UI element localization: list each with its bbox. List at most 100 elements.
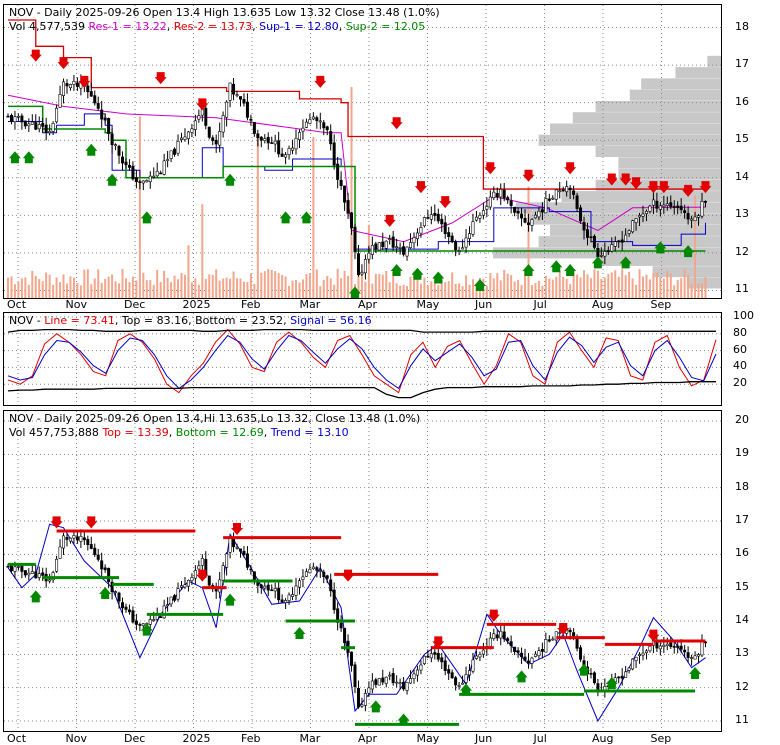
volume-bar: [13, 284, 16, 298]
osc-series-bottom: [7, 381, 716, 399]
price-candle: [540, 209, 544, 213]
volume-bar: [673, 285, 676, 298]
volume-bar: [440, 280, 443, 298]
trend-price-candle: [579, 647, 583, 660]
price-candle: [62, 81, 66, 96]
price-candle: [363, 259, 367, 274]
price-candle: [551, 197, 555, 200]
trend-y-tick: 16: [735, 546, 749, 560]
price-candle: [242, 98, 246, 104]
volume-bar: [392, 271, 395, 298]
price-candle: [100, 109, 104, 120]
trend-price-candle: [665, 643, 669, 646]
price-candle: [447, 232, 451, 237]
trend-price-candle: [468, 670, 472, 676]
price-candle: [23, 120, 27, 127]
osc-series-line: [7, 328, 717, 394]
trend-price-candle: [520, 652, 524, 658]
price-candle: [16, 115, 20, 118]
trend-price-candle: [173, 595, 177, 601]
trend-y-tick: 12: [735, 679, 749, 693]
trend-price-candle: [540, 648, 544, 652]
volume-by-price-bar: [652, 266, 721, 278]
price-candle: [492, 191, 496, 199]
top-label: Top = 83.16: [121, 314, 189, 327]
volume-bar: [468, 284, 471, 298]
price-candle: [513, 206, 517, 213]
buy-arrow: [654, 241, 667, 254]
trend-price-candle: [589, 672, 593, 675]
price-x-tick: Jun: [475, 298, 493, 311]
volume-bar: [170, 282, 173, 298]
volume-bar: [395, 283, 398, 298]
volume-bar: [610, 272, 613, 298]
buy-arrow: [85, 143, 98, 156]
trend-sell-arrow: [557, 623, 570, 635]
price-candle: [30, 121, 34, 125]
trend-price-candle: [127, 609, 131, 613]
price-chart-indicators: Vol 4,577,539 Res-1 = 13.22, Res-2 = 13.…: [9, 20, 426, 33]
volume-bar: [79, 285, 82, 298]
price-candle: [443, 222, 447, 235]
volume-bar: [648, 279, 651, 298]
volume-bar: [267, 269, 270, 298]
volume-by-price-bar: [550, 123, 721, 135]
volume-by-price-bar: [550, 224, 721, 236]
price-candle: [367, 252, 371, 260]
buy-arrow: [564, 263, 577, 276]
trend-price-candle: [481, 649, 485, 655]
trend-price-candle: [537, 650, 541, 657]
volume-bar: [638, 269, 641, 298]
volume-bar: [104, 278, 107, 298]
price-candle: [651, 199, 655, 206]
volume-bar: [48, 274, 51, 298]
trend-price-candle: [232, 537, 236, 548]
price-candle: [360, 272, 364, 275]
price-candle: [474, 216, 478, 221]
volume-bar: [652, 273, 655, 298]
trend-price-candle: [669, 642, 673, 647]
volume-bar: [152, 284, 155, 298]
trend-price-candle: [377, 678, 381, 686]
volume-label: Vol 4,577,539: [9, 20, 85, 33]
volume-bar: [517, 279, 520, 298]
sell-arrow: [439, 196, 452, 209]
volume-bar: [645, 274, 648, 298]
price-candle: [561, 189, 565, 192]
volume-bar: [628, 271, 631, 298]
price-candle: [620, 239, 624, 243]
price-candle: [433, 212, 437, 216]
volume-bar: [631, 278, 634, 298]
trend-price-candle: [638, 654, 642, 656]
sell-arrow: [154, 72, 167, 85]
trend-price-candle: [280, 599, 284, 603]
volume-bar: [513, 281, 516, 298]
trend-price-candle: [291, 594, 295, 597]
price-candle: [672, 206, 676, 208]
trend-price-candle: [148, 619, 152, 625]
trend-sell-arrow: [487, 609, 500, 622]
trend-price-candle: [20, 565, 24, 572]
price-candle: [370, 245, 374, 255]
trend-buy-arrow: [397, 713, 410, 726]
price-candle: [426, 217, 430, 219]
price-candle: [693, 216, 697, 222]
volume-bar: [485, 286, 488, 298]
volume-bar: [128, 282, 131, 298]
trend-price-candle: [96, 554, 100, 560]
price-candle: [544, 198, 548, 214]
volume-bar: [76, 283, 79, 298]
price-candle: [124, 161, 128, 166]
price-candle: [51, 122, 55, 132]
price-candle: [530, 219, 534, 226]
volume-bar: [197, 284, 200, 298]
trend-y-tick: 20: [735, 413, 749, 426]
price-candle: [613, 241, 617, 247]
volume-bar: [576, 274, 579, 298]
volume-bar: [687, 274, 690, 298]
price-candle: [558, 190, 562, 193]
trend-price-candle: [245, 553, 249, 568]
trend-price-candle: [353, 664, 357, 688]
trend-price-candle: [218, 579, 222, 593]
trend-price-candle: [676, 645, 680, 648]
